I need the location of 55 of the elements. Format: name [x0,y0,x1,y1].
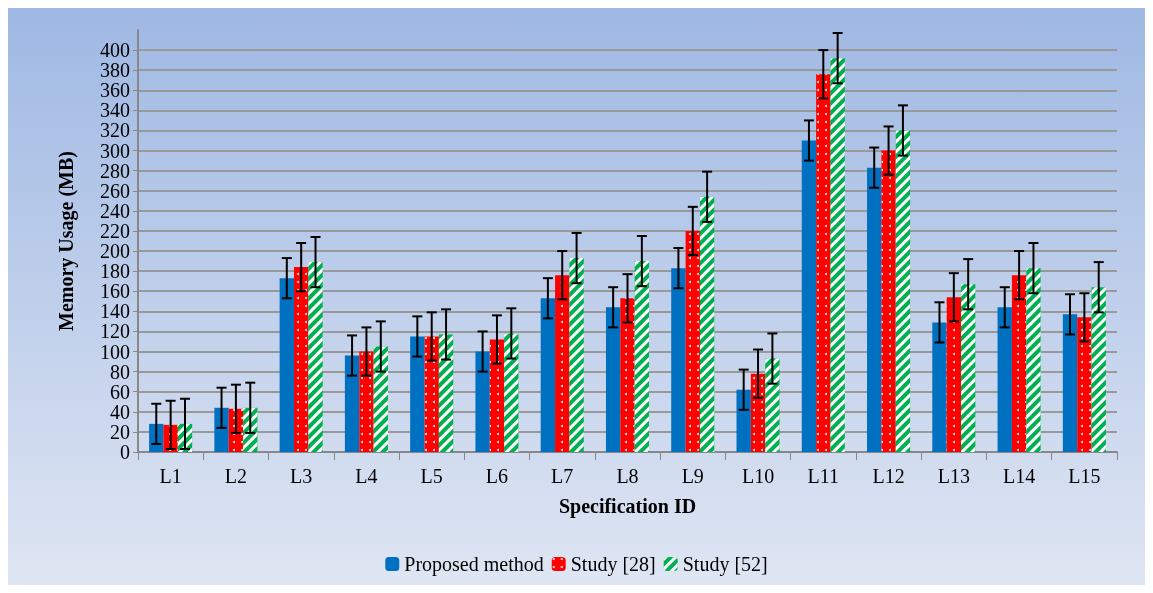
x-tick-label: L3 [290,465,313,487]
x-tick-label: L14 [1002,465,1036,487]
y-tick-label: 300 [100,139,130,162]
bar [540,298,556,452]
y-tick-label: 40 [110,400,130,423]
bar [1062,314,1078,452]
y-tick-label: 0 [120,441,130,463]
x-tick-label: L7 [551,465,574,487]
y-tick-label: 280 [100,159,130,182]
bar [344,355,360,452]
bar [997,307,1012,452]
x-tick-label: L11 [807,465,840,487]
x-axis-title: Specification ID [558,495,697,518]
y-tick-label: 160 [100,280,130,303]
x-tick-label: L2 [224,465,248,487]
legend-label: Proposed method [404,553,544,576]
y-axis-title: Memory Usage (MB) [55,151,78,331]
bar [410,336,425,452]
x-tick-label: L5 [420,465,443,487]
x-tick-label: L4 [355,465,378,487]
y-tick-label: 340 [100,99,130,122]
bar [671,268,686,452]
x-tick-label: L15 [1068,465,1101,487]
y-tick-label: 180 [100,260,130,283]
x-tick-label: L8 [616,465,639,487]
x-tick-label: L13 [937,465,970,487]
bar [736,389,751,452]
y-tick-label: 240 [100,199,130,222]
y-tick-label: 400 [100,39,130,62]
bar [801,140,817,452]
y-tick-label: 20 [110,420,130,443]
legend-label: Study [52] [682,553,768,576]
bar [475,351,490,452]
x-tick-label: L6 [485,465,509,487]
bar [214,407,229,452]
y-tick-label: 80 [110,360,130,383]
x-tick-label: L9 [681,465,704,487]
y-tick-label: 260 [100,179,130,202]
y-tick-label: 380 [100,59,130,82]
y-tick-label: 120 [100,320,130,343]
x-tick-label: L12 [872,465,905,487]
y-tick-label: 140 [100,300,130,323]
y-tick-label: 60 [110,380,130,403]
x-tick-label: L1 [159,465,182,487]
x-tick-label: L10 [741,465,775,487]
y-tick-label: 320 [100,119,130,142]
bar [605,307,621,452]
y-tick-label: 100 [100,340,130,363]
bar [867,167,882,452]
y-tick-label: 360 [100,79,130,102]
legend-label: Study [28] [570,553,656,576]
bar [279,278,294,452]
y-tick-label: 220 [100,219,130,242]
bar [932,322,947,452]
y-tick-label: 200 [100,240,130,263]
